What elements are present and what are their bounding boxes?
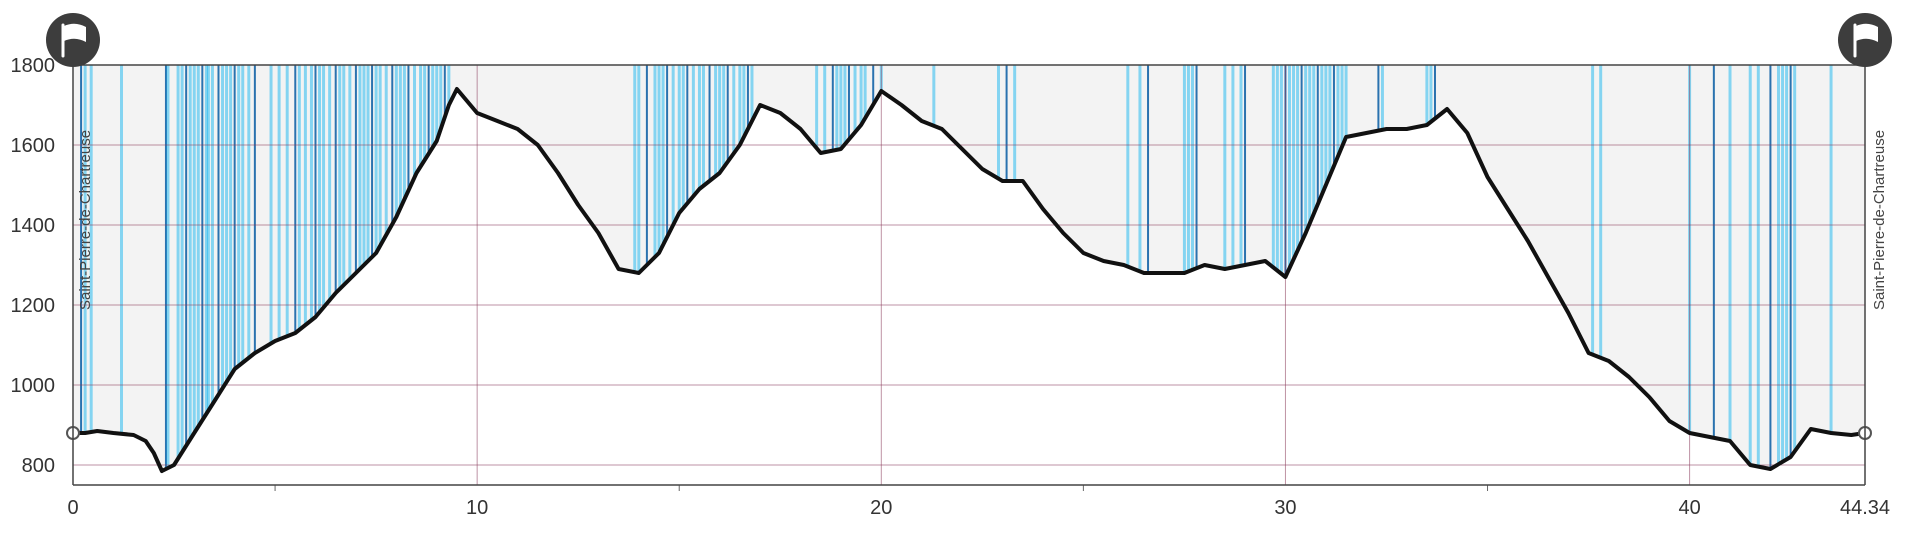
x-tick-label: 10: [466, 497, 488, 519]
x-tick-label: 0: [67, 497, 78, 519]
end-place-label: Saint-Pierre-de-Chartreuse: [1871, 130, 1888, 310]
profile-line: [71, 87, 1867, 473]
flag-icon-banner: [64, 23, 86, 42]
flag-icon-circle: [1838, 13, 1892, 67]
end-flag-icon: [1838, 13, 1892, 67]
profile-area: [73, 89, 1865, 485]
start-flag-icon: [46, 13, 100, 67]
flag-icon-circle: [46, 13, 100, 67]
y-tick-label: 800: [22, 455, 55, 477]
y-tick-label: 1800: [11, 55, 56, 77]
y-tick-label: 1400: [11, 215, 56, 237]
axes: [72, 64, 1866, 486]
profile-fill: [73, 89, 1865, 485]
y-tick-label: 1000: [11, 375, 56, 397]
start-place-label: Saint-Pierre-de-Chartreuse: [77, 130, 94, 310]
x-tick-label: 30: [1274, 497, 1296, 519]
x-tick-label: 40: [1678, 497, 1700, 519]
y-tick-label: 1200: [11, 295, 56, 317]
x-tick-label: 20: [870, 497, 892, 519]
y-tick-label: 1600: [11, 135, 56, 157]
labels: 800 1000 1200 1400 1600 1800 0 10 20 30 40 44.34 Sai…: [11, 55, 1891, 519]
flag-icon-banner: [1856, 23, 1878, 42]
x-end-label: 44.34: [1840, 497, 1890, 519]
flags: [46, 13, 1892, 67]
